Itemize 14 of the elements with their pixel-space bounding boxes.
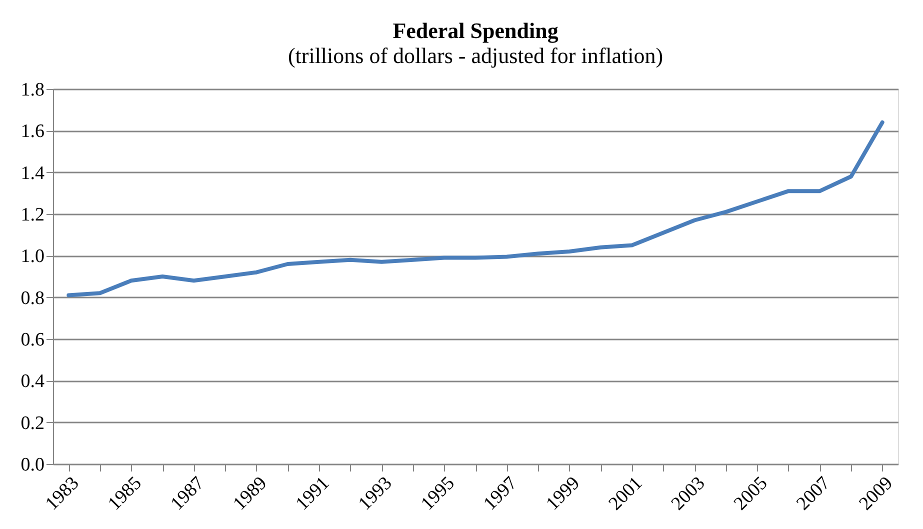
y-tick-label: 1.6 [20, 121, 44, 142]
y-tick-label: 0.0 [20, 454, 44, 476]
chart-subtitle: (trillions of dollars - adjusted for inflation) [288, 43, 664, 68]
chart-title: Federal Spending [392, 18, 558, 43]
line-series [66, 120, 884, 298]
y-tick-label: 0.8 [20, 288, 44, 309]
y-tick-label: 1.4 [20, 162, 45, 184]
y-tick-label: 1.2 [20, 204, 44, 226]
x-tick-label: 1991 [292, 472, 334, 515]
y-tick-label: 0.4 [20, 371, 45, 392]
y-tick-label: 1.0 [20, 246, 44, 268]
y-tick-label: 0.6 [20, 330, 44, 350]
y-tick-label: 0.2 [20, 412, 44, 434]
y-tick-label: 1.8 [20, 80, 44, 100]
